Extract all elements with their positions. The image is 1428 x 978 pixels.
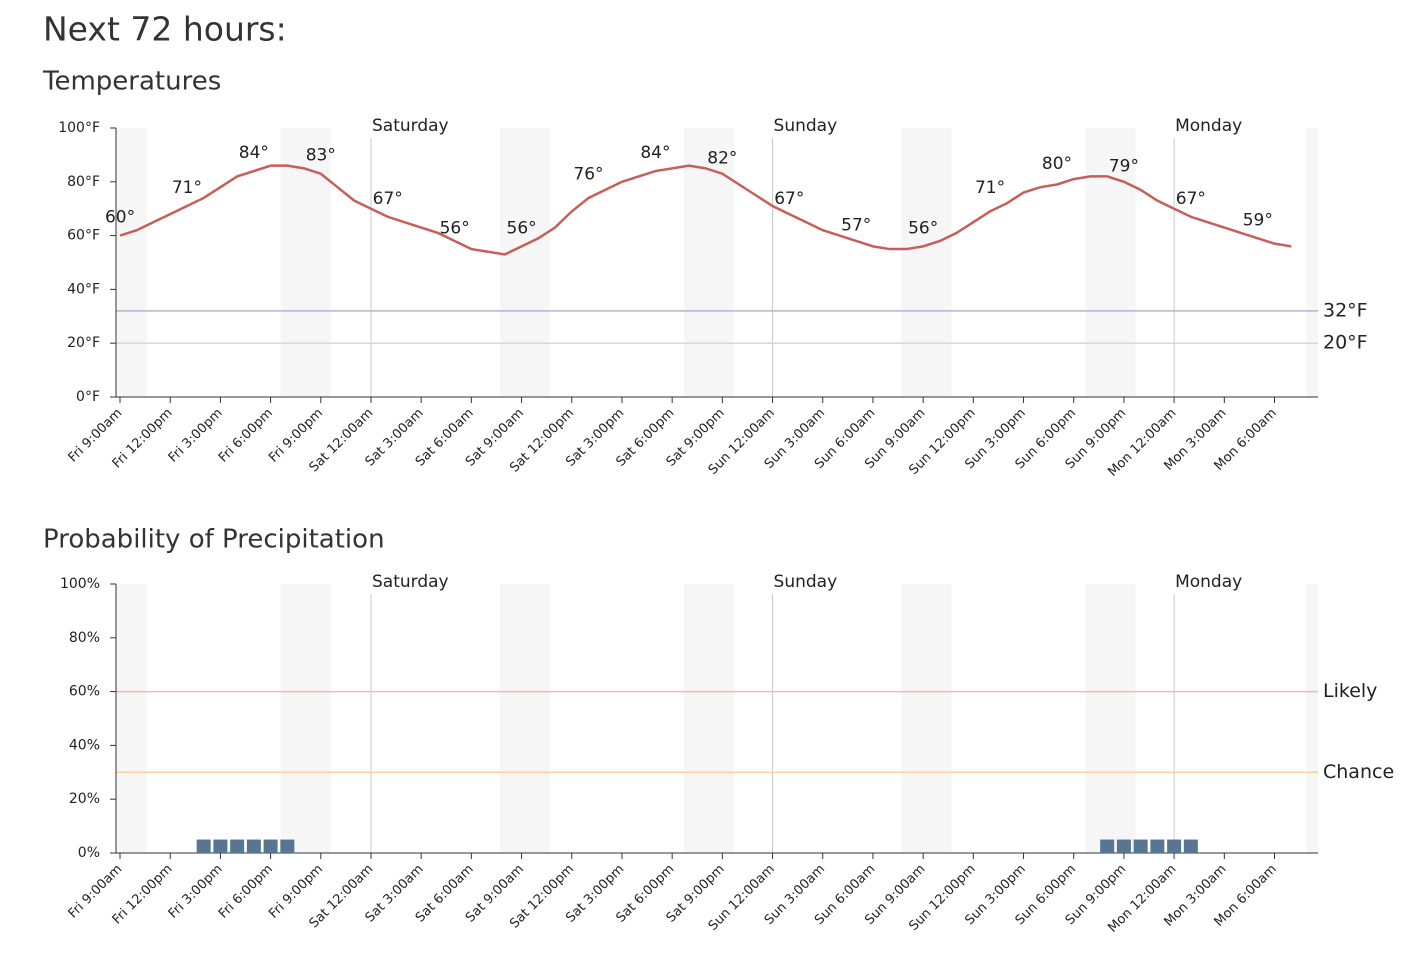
data-label: 79°: [1109, 156, 1139, 176]
reference-label: 20°F: [1323, 332, 1368, 354]
reference-label: 32°F: [1323, 299, 1368, 321]
night-band: [1306, 584, 1318, 853]
chart-title: Temperatures: [42, 67, 221, 97]
night-band: [280, 128, 331, 397]
y-tick-label: 0°F: [76, 389, 100, 405]
heading: Next 72 hours:: [43, 10, 287, 49]
y-tick-label: 100%: [60, 576, 100, 592]
day-label: Sunday: [774, 572, 838, 592]
bar: [263, 839, 278, 853]
bar: [213, 839, 228, 853]
reference-label: Likely: [1323, 680, 1377, 702]
y-tick-label: 60°F: [67, 228, 100, 244]
data-label: 82°: [707, 148, 737, 168]
y-tick-label: 60%: [69, 684, 100, 700]
bar: [246, 839, 261, 853]
day-label: Monday: [1175, 572, 1242, 592]
data-label: 80°: [1042, 154, 1072, 174]
night-band: [683, 128, 735, 397]
bar: [1167, 839, 1182, 853]
night-band: [683, 584, 735, 853]
night-band: [1085, 128, 1136, 397]
y-tick-label: 40°F: [67, 281, 100, 297]
bar: [1150, 839, 1165, 853]
chart-title: Probability of Precipitation: [43, 525, 385, 555]
bar: [196, 839, 211, 853]
reference-label: Chance: [1323, 761, 1394, 783]
night-band: [280, 584, 331, 853]
night-band: [499, 584, 551, 853]
data-label: 60°: [105, 208, 135, 228]
y-tick-label: 40%: [69, 737, 100, 753]
day-label: Saturday: [372, 116, 449, 136]
data-label: 56°: [440, 218, 470, 238]
data-label: 71°: [172, 178, 202, 198]
bar: [1183, 839, 1198, 853]
day-label: Sunday: [774, 116, 838, 136]
night-band: [116, 584, 147, 853]
data-label: 56°: [908, 218, 938, 238]
data-label: 59°: [1243, 210, 1273, 230]
night-band: [1306, 128, 1318, 397]
y-tick-label: 100°F: [58, 120, 100, 136]
data-label: 83°: [306, 146, 336, 166]
night-band: [1085, 584, 1136, 853]
temperature-line: [119, 164, 1292, 256]
y-tick-label: 80°F: [67, 174, 100, 190]
bar: [230, 839, 245, 853]
bar: [1116, 839, 1131, 853]
y-tick-label: 80%: [69, 630, 100, 646]
night-band: [901, 584, 952, 853]
night-band: [499, 128, 551, 397]
data-label: 57°: [841, 216, 871, 236]
night-band: [901, 128, 952, 397]
bar: [280, 839, 295, 853]
data-label: 56°: [507, 218, 537, 238]
data-label: 67°: [774, 189, 804, 209]
night-band: [116, 128, 147, 397]
day-label: Saturday: [372, 572, 449, 592]
data-label: 76°: [573, 165, 603, 185]
data-label: 71°: [975, 178, 1005, 198]
bar: [1100, 839, 1115, 853]
data-label: 84°: [239, 143, 269, 163]
bar: [1133, 839, 1148, 853]
data-label: 67°: [1176, 189, 1206, 209]
data-label: 67°: [373, 189, 403, 209]
data-label: 84°: [640, 143, 670, 163]
day-label: Monday: [1175, 116, 1242, 136]
y-tick-label: 20°F: [67, 335, 100, 351]
y-tick-label: 20%: [69, 791, 100, 807]
y-tick-label: 0%: [78, 845, 100, 861]
